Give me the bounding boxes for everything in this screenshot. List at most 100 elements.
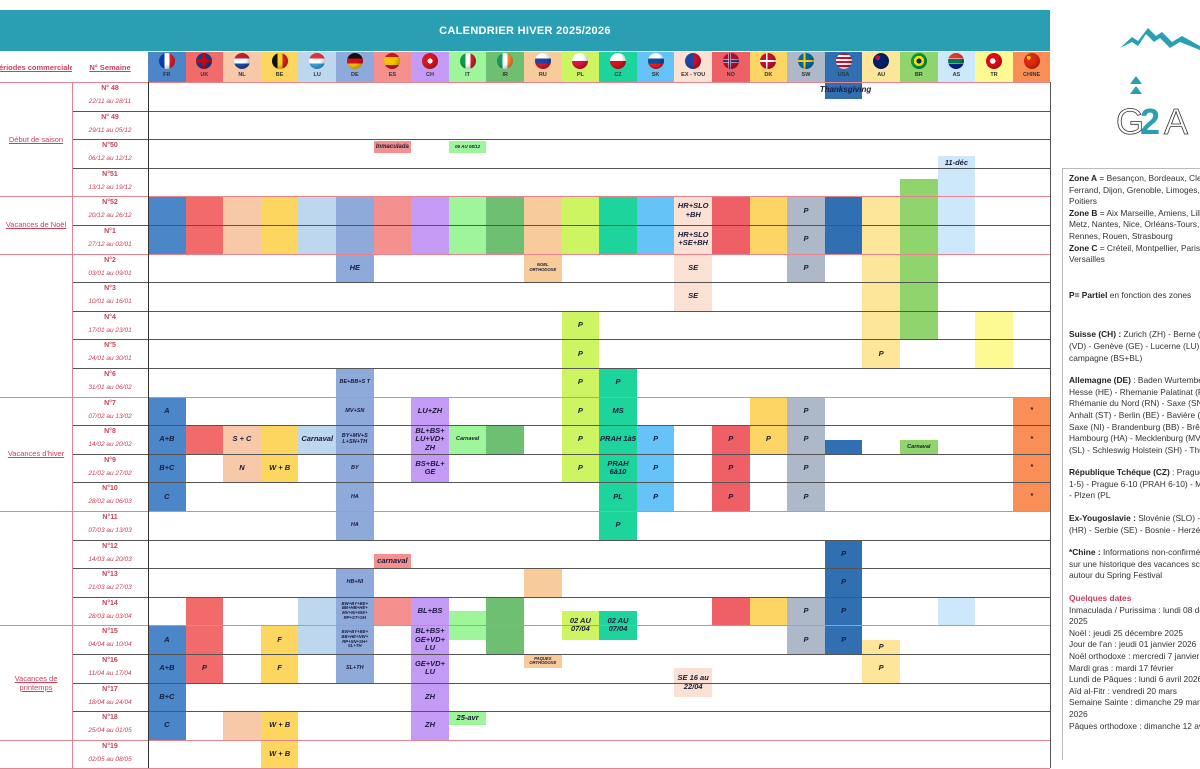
holiday-cell: BS+BL+ GE [411,453,449,483]
svg-text:G: G [1116,101,1144,142]
week-row-label: N°52 20/12 au 26/12 [72,196,148,225]
holiday-block [636,196,675,254]
no-flag-icon [722,53,739,69]
holiday-block [749,196,788,254]
week-dates: 25/04 au 01/05 [88,727,132,735]
country-column-nl: NL [223,52,261,82]
holiday-cell: BW+BY+BE+ BB+HE+NW+ RP+SN+SH+ SL+TH [336,625,374,654]
holiday-block [486,196,524,254]
week-dates: 28/02 au 06/03 [88,498,132,506]
week-divider [72,539,148,541]
holiday-cell: P [787,425,825,454]
country-column-as: AS [937,52,976,82]
week-number: N°10 [102,485,118,493]
holiday-cell: Carnaval [298,425,336,454]
country-column-au: AU [862,52,900,82]
week-divider [72,654,148,655]
holiday-block [260,196,299,254]
country-code: FR [163,72,171,78]
country-code: CH [426,72,434,78]
sw-flag-icon [797,53,814,69]
country-column-ru: RU [524,52,562,82]
holiday-block [824,196,863,254]
week-divider [72,425,148,427]
country-column-br: BR [900,52,938,82]
country-code: CZ [614,72,622,78]
key-dates-title: Quelques dates [1069,593,1132,604]
country-column-pl: PL [561,52,600,82]
de-flag-icon [346,53,363,69]
week-number: N°14 [102,599,118,607]
holiday-block [373,596,412,626]
country-code: ES [388,72,397,78]
country-column-sk: SK [636,52,675,82]
row-divider [148,368,1050,369]
holiday-cell: P [561,425,600,454]
holiday-cell: A [148,625,186,654]
week-dates: 04/04 au 10/04 [88,641,132,649]
holiday-block [524,196,562,283]
row-divider [0,739,1050,741]
key-date-item: Noël : jeudi 25 décembre 2025 [1069,627,1184,638]
week-dates: 07/02 au 13/02 [88,412,132,420]
holiday-block [148,196,186,254]
holiday-cell: HR+SLO +SE+BH [674,225,712,254]
week-number: N° 49 [101,113,119,121]
country-column-usa: USA [824,52,863,82]
holiday-cell: P [712,482,750,511]
row-divider [148,596,1050,598]
week-number: N°3 [104,285,116,293]
commercial-period-label [0,254,72,397]
holiday-cell: P [862,654,900,683]
week-row-label: N°4 17/01 au 23/01 [72,311,148,340]
week-row-label: N°18 25/04 au 01/05 [72,711,148,740]
row-divider [148,310,1050,312]
country-column-be: BE [260,52,299,82]
holiday-cell: BW+BY+BE+ BB+HB+HE+ MV+NI+NW+ RP+ST+SH [336,596,374,626]
row-divider [148,339,1050,341]
holiday-cell: B+C [148,682,186,712]
holiday-cell: P [561,396,600,426]
country-column-ir: IR [486,52,524,82]
country-column-de: DE [336,52,374,82]
week-divider [72,167,148,169]
holiday-cell: HR+SLO +BH [674,196,712,225]
week-number: N°2 [104,256,116,264]
week-row-label: N°15 04/04 au 10/04 [72,625,148,654]
holiday-cell: P [787,596,825,626]
country-code: IT [465,72,471,78]
holiday-cell: PL [599,482,637,511]
holiday-cell: P [712,425,750,454]
row-divider [0,396,1050,398]
holiday-cell: HE [349,262,360,272]
holiday-cell: P [599,368,637,397]
holiday-cell: BL+BS [411,596,449,626]
country-code: IR [502,72,508,78]
partial-label: P= Partiel [1069,289,1108,300]
week-dates: 27/12 au 02/01 [88,241,132,248]
week-number: N°9 [104,456,116,464]
country-column-lu: LU [298,52,336,82]
usa-flag-icon [835,53,852,69]
uk-flag-icon [196,53,213,69]
week-row-label: N°7 07/02 au 13/02 [72,397,148,426]
ir-flag-icon [497,53,514,69]
week-divider [72,596,148,598]
week-number: N°16 [102,657,118,664]
row-divider [148,225,1050,226]
holiday-block [749,596,788,626]
zone-a-label: Zone A [1069,173,1098,183]
commercial-period-label: Vacances de printemps [14,673,58,692]
holiday-cell: * [1012,396,1051,426]
country-column-uk: UK [185,52,224,82]
es-flag-icon [384,53,401,69]
fr-flag-icon [158,53,175,69]
holiday-cell: 06 AU 08/12 [448,140,487,154]
key-dates-list: Inmaculada / Purissima : lundi 08 décemb… [1069,605,1200,733]
holiday-cell: P [824,625,863,654]
holiday-cell: MV+SN [336,396,374,426]
holiday-cell: P [824,539,863,569]
china-label: *Chine : [1069,547,1101,558]
week-dates: 22/11 au 28/11 [88,98,132,105]
holiday-cell: 25-avr [448,711,487,726]
